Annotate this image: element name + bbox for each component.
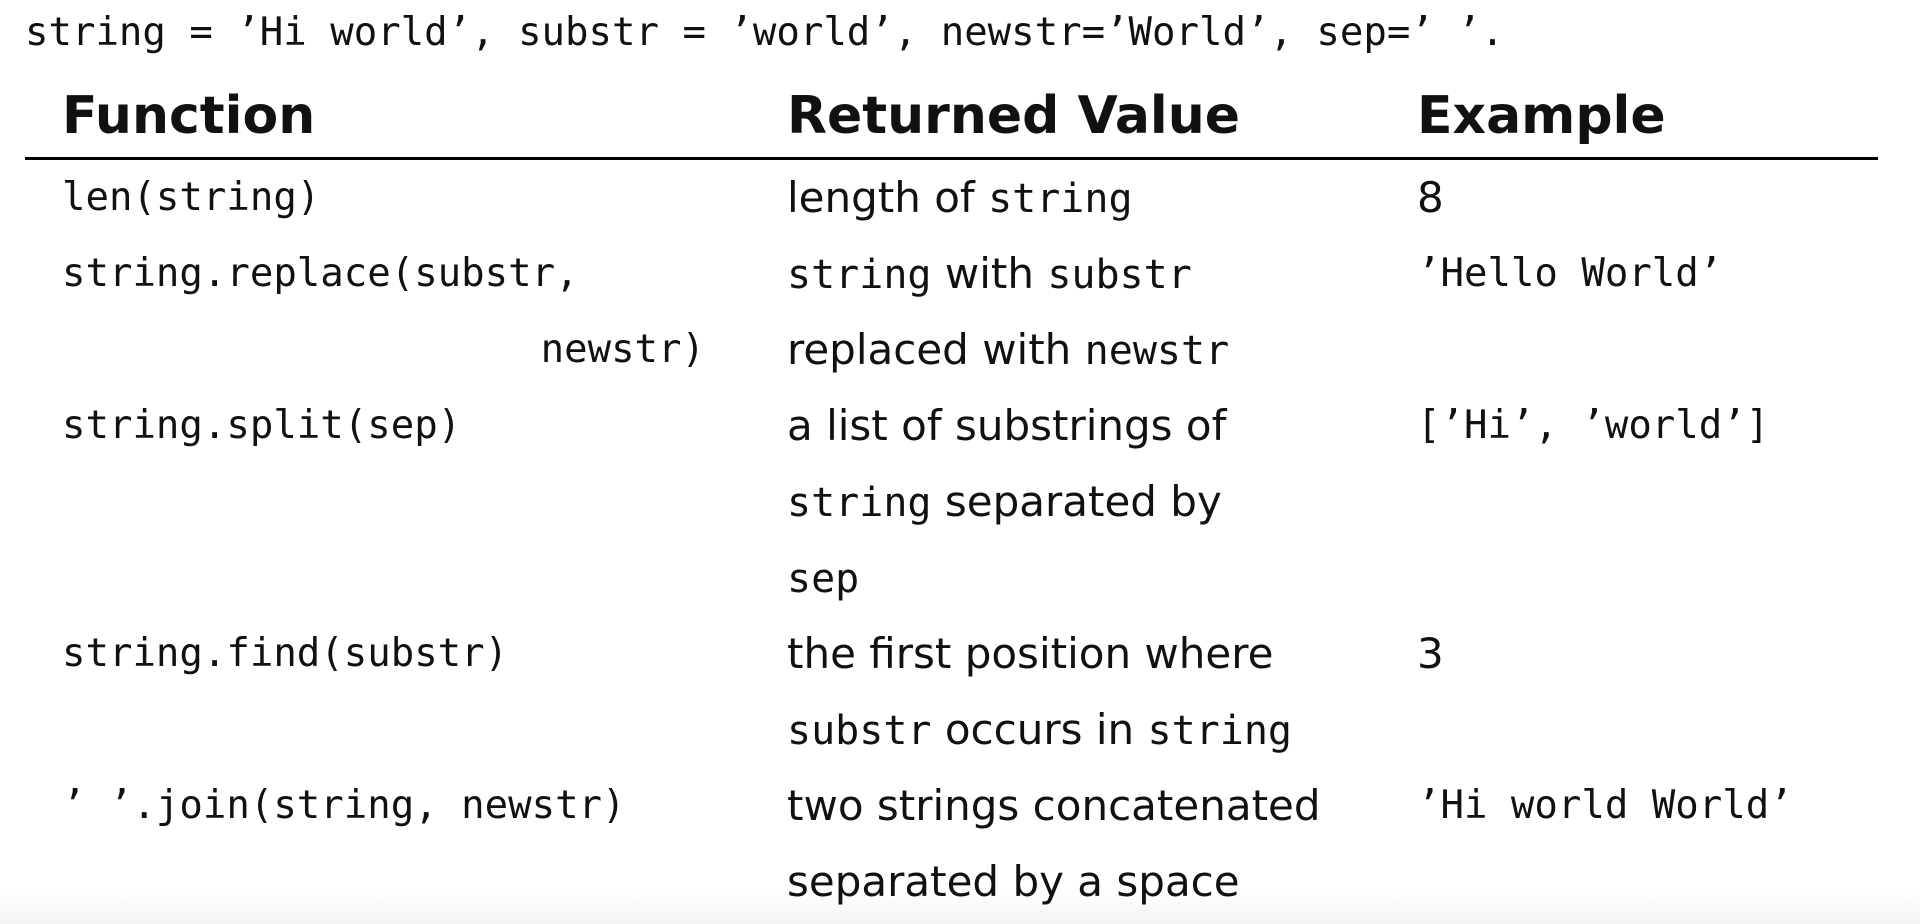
- example-cell: [’Hi’, ’world’]: [1417, 403, 1770, 448]
- returned-value-cell-continuation: separated by a space: [787, 857, 1240, 906]
- returned-value-cell: string with substr: [787, 249, 1192, 298]
- returned-value-cell-continuation: sep: [787, 556, 860, 602]
- header-example: Example: [1417, 86, 1666, 146]
- returned-value-cell-continuation: string separated by: [787, 477, 1222, 526]
- table-header: Function Returned Value Example: [0, 80, 1920, 152]
- example-cell: ’Hi world World’: [1417, 783, 1793, 828]
- example-cell: 3: [1417, 629, 1444, 678]
- returned-value-cell-continuation: substr occurs in string: [787, 705, 1292, 754]
- header-function: Function: [62, 86, 316, 146]
- function-cell: string.split(sep): [62, 403, 462, 448]
- function-cell: ’ ’.join(string, newstr): [62, 783, 626, 828]
- header-rule: [25, 157, 1878, 160]
- function-cell: len(string): [62, 175, 321, 220]
- function-cell: string.replace(substr,: [62, 251, 579, 296]
- example-cell: 8: [1417, 173, 1444, 222]
- returned-value-cell: length of string: [787, 173, 1133, 222]
- function-cell: string.find(substr): [62, 631, 509, 676]
- intro-definitions: string = ’Hi world’, substr = ’world’, n…: [25, 10, 1505, 55]
- returned-value-cell-continuation: replaced with newstr: [787, 325, 1230, 374]
- returned-value-cell: a list of substrings of: [787, 401, 1227, 450]
- function-cell-continuation: newstr): [540, 327, 705, 372]
- returned-value-cell: the first position where: [787, 629, 1274, 678]
- header-returned-value: Returned Value: [787, 86, 1241, 146]
- example-cell: ’Hello World’: [1417, 251, 1723, 296]
- returned-value-cell: two strings concatenated: [787, 781, 1321, 830]
